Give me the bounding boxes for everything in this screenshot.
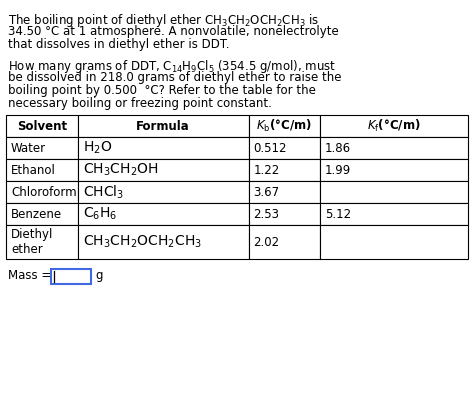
Text: $\mathregular{C_6H_6}$: $\mathregular{C_6H_6}$ (82, 206, 117, 222)
Text: $\mathregular{H_2O}$: $\mathregular{H_2O}$ (82, 140, 112, 156)
Text: necessary boiling or freezing point constant.: necessary boiling or freezing point cons… (8, 97, 272, 110)
Bar (78, 203, 248, 225)
Bar (6, 181, 78, 203)
Text: 0.512: 0.512 (254, 141, 287, 155)
Text: 2.02: 2.02 (254, 236, 280, 249)
Text: How many grams of DDT, $\mathregular{C_{14}H_9Cl_5}$ (354.5 g/mol), must: How many grams of DDT, $\mathregular{C_{… (8, 58, 336, 75)
Text: Formula: Formula (136, 120, 190, 133)
Bar (6, 115, 78, 137)
Bar (6, 137, 78, 159)
Bar (248, 225, 320, 259)
Text: Chloroform: Chloroform (11, 186, 77, 198)
Bar (78, 181, 248, 203)
Text: The boiling point of diethyl ether $\mathregular{CH_3CH_2OCH_2CH_3}$ is: The boiling point of diethyl ether $\mat… (8, 12, 319, 29)
Text: $\mathregular{CH_3CH_2OCH_2CH_3}$: $\mathregular{CH_3CH_2OCH_2CH_3}$ (82, 234, 202, 250)
Bar (248, 115, 320, 137)
Bar (78, 137, 248, 159)
Text: that dissolves in diethyl ether is DDT.: that dissolves in diethyl ether is DDT. (8, 38, 229, 51)
Bar (320, 181, 468, 203)
Bar (320, 115, 468, 137)
Text: Water: Water (11, 141, 46, 155)
Text: $\mathregular{CH_3CH_2OH}$: $\mathregular{CH_3CH_2OH}$ (82, 162, 158, 178)
Bar (248, 137, 320, 159)
Bar (78, 115, 248, 137)
Text: 3.67: 3.67 (254, 186, 280, 198)
Text: 2.53: 2.53 (254, 208, 280, 221)
Bar (51, 269, 91, 284)
Text: Solvent: Solvent (17, 120, 67, 133)
Bar (6, 225, 78, 259)
Text: 1.22: 1.22 (254, 163, 280, 176)
Bar (78, 159, 248, 181)
Bar (248, 203, 320, 225)
Text: Ethanol: Ethanol (11, 163, 56, 176)
Bar (248, 159, 320, 181)
Text: be dissolved in 218.0 grams of diethyl ether to raise the: be dissolved in 218.0 grams of diethyl e… (8, 71, 341, 84)
Bar (6, 159, 78, 181)
Text: g: g (95, 269, 102, 282)
Bar (320, 225, 468, 259)
Text: Mass =: Mass = (8, 269, 55, 282)
Bar (320, 203, 468, 225)
Bar (6, 203, 78, 225)
Text: $K_\mathrm{f}$(°C/m): $K_\mathrm{f}$(°C/m) (367, 118, 421, 134)
Bar (320, 137, 468, 159)
Text: $K_\mathrm{b}$(°C/m): $K_\mathrm{b}$(°C/m) (256, 118, 312, 134)
Text: $\mathregular{CHCl_3}$: $\mathregular{CHCl_3}$ (82, 183, 124, 201)
Text: 1.99: 1.99 (325, 163, 351, 176)
Text: boiling point by 0.500  °C? Refer to the table for the: boiling point by 0.500 °C? Refer to the … (8, 84, 316, 97)
Bar (78, 225, 248, 259)
Text: Diethyl
ether: Diethyl ether (11, 228, 54, 256)
Text: Benzene: Benzene (11, 208, 62, 221)
Text: 5.12: 5.12 (325, 208, 351, 221)
Text: 34.50 °C at 1 atmosphere. A nonvolatile, nonelectrolyte: 34.50 °C at 1 atmosphere. A nonvolatile,… (8, 25, 339, 38)
Bar (320, 159, 468, 181)
Bar (248, 181, 320, 203)
Text: 1.86: 1.86 (325, 141, 351, 155)
